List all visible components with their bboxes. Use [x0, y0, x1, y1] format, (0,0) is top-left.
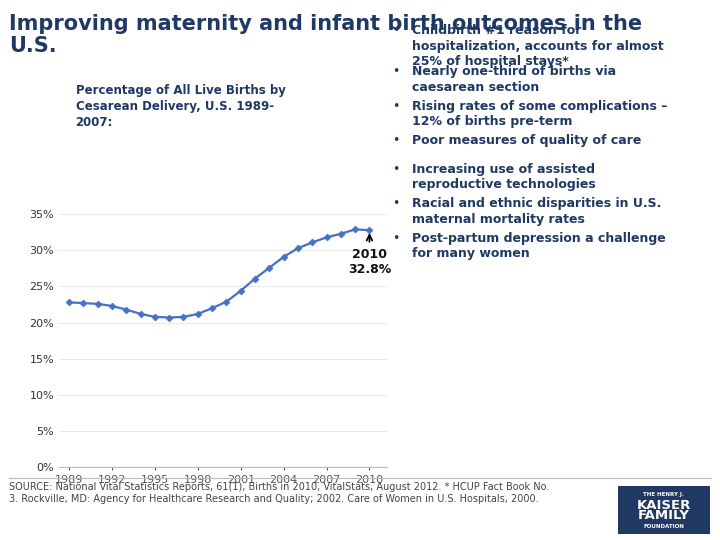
Text: •: •	[392, 232, 400, 245]
Text: Childbirth #1 reason for
hospitalization, accounts for almost
25% of hospital st: Childbirth #1 reason for hospitalization…	[412, 24, 663, 68]
Text: Nearly one-third of births via
caesarean section: Nearly one-third of births via caesarean…	[412, 65, 616, 94]
Text: Rising rates of some complications –
12% of births pre-term: Rising rates of some complications – 12%…	[412, 100, 667, 129]
Text: •: •	[392, 163, 400, 176]
Text: Percentage of All Live Births by
Cesarean Delivery, U.S. 1989-
2007:: Percentage of All Live Births by Cesarea…	[76, 84, 285, 129]
Text: •: •	[392, 24, 400, 37]
Text: FAMILY: FAMILY	[638, 509, 690, 522]
Text: KAISER: KAISER	[636, 498, 691, 511]
Text: Post-partum depression a challenge
for many women: Post-partum depression a challenge for m…	[412, 232, 665, 260]
Text: Poor measures of quality of care: Poor measures of quality of care	[412, 134, 642, 147]
Text: •: •	[392, 100, 400, 113]
Text: Increasing use of assisted
reproductive technologies: Increasing use of assisted reproductive …	[412, 163, 595, 191]
Text: •: •	[392, 65, 400, 78]
Text: THE HENRY J.: THE HENRY J.	[644, 492, 684, 497]
Text: Improving maternity and infant birth outcomes in the
U.S.: Improving maternity and infant birth out…	[9, 14, 642, 56]
Text: 2010
32.8%: 2010 32.8%	[348, 248, 391, 276]
Text: Racial and ethnic disparities in U.S.
maternal mortality rates: Racial and ethnic disparities in U.S. ma…	[412, 197, 661, 226]
Text: SOURCE: National Vital Statistics Reports, 61(1), Births in 2010, VitalStats, Au: SOURCE: National Vital Statistics Report…	[9, 482, 550, 504]
Text: •: •	[392, 197, 400, 210]
Text: •: •	[392, 134, 400, 147]
Text: FOUNDATION: FOUNDATION	[644, 524, 684, 529]
